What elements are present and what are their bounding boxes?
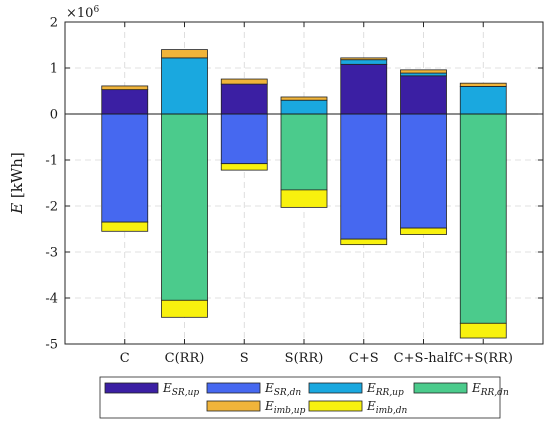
bar-rr_dn xyxy=(459,113,507,324)
legend-label-rr_dn: ERR,dn xyxy=(471,381,509,398)
legend-label-sr_dn: ESR,dn xyxy=(264,381,301,398)
x-tick-label: S(RR) xyxy=(285,351,324,366)
legend-swatch-rr_up xyxy=(308,382,363,394)
legend-swatch-rr_dn xyxy=(413,382,468,394)
y-tick-label: 0 xyxy=(50,108,58,123)
bar-imb_dn xyxy=(340,238,388,246)
legend-label-sr_up: ESR,up xyxy=(162,381,199,398)
bar-imb_up xyxy=(400,69,447,74)
bar-sr_up xyxy=(220,83,268,115)
bars xyxy=(101,49,507,339)
x-tick-label: S xyxy=(240,351,249,366)
legend: ESR,up ESR,dn ERR,up ERR,dn Eimb,up Eimb,dn xyxy=(99,376,509,419)
legend-label-imb_dn: Eimb,dn xyxy=(366,399,408,416)
bar-sr_dn xyxy=(400,113,447,229)
bar-rr_dn xyxy=(280,113,328,191)
bar-imb_up xyxy=(340,57,388,61)
x-tick-label: C xyxy=(120,351,130,366)
y-tick-label: -3 xyxy=(45,246,58,261)
y-tick-label: 1 xyxy=(50,62,58,77)
bar-imb_dn xyxy=(161,299,208,318)
bar-rr_up xyxy=(280,99,328,115)
y-tick-label: -4 xyxy=(45,292,58,307)
bar-rr_up xyxy=(400,72,447,77)
bar-rr_dn xyxy=(161,113,208,301)
x-tick-label: C+S xyxy=(349,351,379,366)
bar-sr_dn xyxy=(101,113,149,223)
legend-box xyxy=(99,376,501,419)
legend-label-imb_up: Eimb,up xyxy=(264,399,306,416)
bar-sr_dn xyxy=(220,113,268,165)
y-tick-label: -5 xyxy=(45,338,58,353)
bar-sr_up xyxy=(400,75,447,115)
legend-swatch-imb_dn xyxy=(308,400,363,412)
bar-imb_up xyxy=(280,96,328,101)
legend-swatch-imb_up xyxy=(206,400,261,412)
x-tick-label: C+S(RR) xyxy=(454,351,513,366)
bar-sr_up xyxy=(340,63,388,115)
bar-imb_up xyxy=(101,85,149,91)
bar-rr_up xyxy=(459,86,507,115)
y-axis-label: E [kWh] xyxy=(8,152,26,215)
legend-label-rr_up: ERR,up xyxy=(366,381,404,398)
bar-imb_up xyxy=(459,82,507,87)
bar-imb_dn xyxy=(280,189,328,208)
axis-ticks: -5 -4 -3 -2 -1 0 1 2 C C(RR) S S(RR) C+S C+S-half C+S(… xyxy=(45,16,543,366)
bar-imb_dn xyxy=(400,227,447,235)
bar-rr_up xyxy=(340,59,388,65)
bar-imb_dn xyxy=(220,163,268,171)
y-tick-label: 2 xyxy=(50,16,58,31)
bar-imb_up xyxy=(220,78,268,85)
x-tick-label: C(RR) xyxy=(165,351,205,366)
bar-sr_up xyxy=(101,89,149,115)
bar-imb_up xyxy=(161,49,208,59)
legend-swatch-sr_dn xyxy=(206,382,261,394)
y-tick-label: -1 xyxy=(45,154,58,169)
bar-sr_dn xyxy=(340,113,388,240)
bar-rr_up xyxy=(161,57,208,115)
y-tick-label: -2 xyxy=(45,200,58,215)
legend-swatch-sr_up xyxy=(104,382,159,394)
bar-imb_dn xyxy=(459,322,507,339)
x-tick-label: C+S-half xyxy=(394,351,455,366)
y-axis-exponent: ×106 xyxy=(66,5,99,21)
bar-imb_dn xyxy=(101,221,149,232)
